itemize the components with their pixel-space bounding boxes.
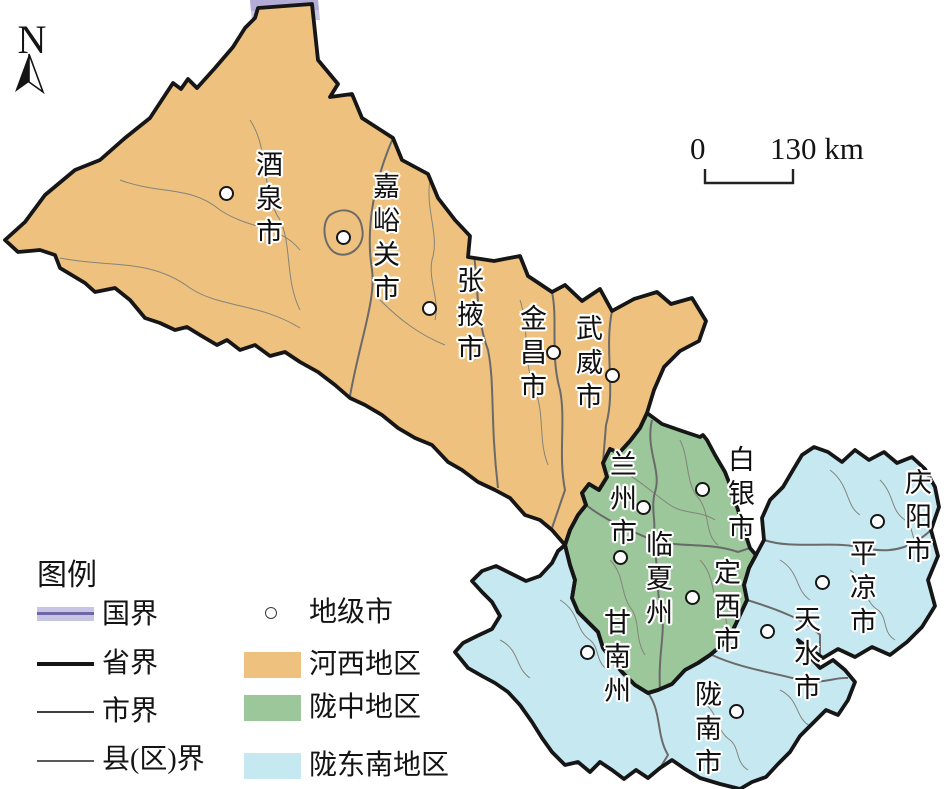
- legend-longzhong-label: 陇中地区: [309, 692, 422, 723]
- north-label: N: [17, 17, 47, 62]
- city-marker: [685, 590, 700, 605]
- city-marker: [870, 514, 885, 529]
- legend-prefecture-city-symbol: [265, 607, 277, 619]
- region-longdongnan: [455, 447, 939, 789]
- legend-longdongnan-swatch: [244, 753, 301, 779]
- region-hexi: [5, 4, 706, 545]
- city-label: 武威市: [572, 314, 602, 416]
- city-marker: [613, 550, 628, 565]
- legend-city-border-symbol: [37, 711, 94, 713]
- province-borders: [3, 2, 941, 789]
- scale-distance-label: 130 km: [770, 131, 864, 166]
- city-marker: [695, 482, 710, 497]
- city-label: 张掖市: [453, 266, 483, 368]
- legend-hexi-label: 河西地区: [309, 649, 422, 680]
- city-marker: [729, 704, 744, 719]
- legend-city-border-label: 市界: [102, 696, 159, 727]
- city-label: 嘉峪关市: [369, 172, 399, 308]
- north-arrow-icon: [15, 53, 45, 95]
- legend-longdongnan-label: 陇东南地区: [309, 750, 450, 781]
- city-marker: [422, 301, 437, 316]
- legend-county-border-label: 县(区)界: [102, 744, 205, 775]
- city-marker: [219, 186, 234, 201]
- region-longzhong: [565, 413, 756, 693]
- legend-title: 图例: [37, 559, 97, 592]
- legend-national-border-symbol: [37, 607, 94, 621]
- city-marker: [546, 345, 561, 360]
- city-label: 天水市: [790, 605, 820, 707]
- city-label: 白银市: [724, 445, 754, 547]
- legend-hexi-swatch: [244, 652, 301, 678]
- scale-zero-label: 0: [690, 131, 706, 166]
- scale-bar-bracket: [703, 169, 795, 185]
- city-marker: [636, 500, 651, 515]
- city-marker: [580, 645, 595, 660]
- city-label: 金昌市: [516, 304, 546, 406]
- city-marker: [605, 368, 620, 383]
- city-label: 陇南市: [691, 680, 721, 782]
- city-marker: [815, 575, 830, 590]
- legend-national-border-label: 国界: [102, 599, 159, 630]
- city-label: 兰州市: [606, 450, 636, 552]
- city-label: 庆阳市: [901, 468, 931, 570]
- legend-longzhong-swatch: [244, 695, 301, 721]
- city-label: 甘南州: [600, 608, 630, 710]
- city-label: 平凉市: [846, 539, 876, 641]
- county-boundary-lines: [59, 119, 921, 771]
- city-marker: [336, 230, 351, 245]
- city-marker: [760, 624, 775, 639]
- legend-province-border-symbol: [37, 662, 94, 666]
- legend-prefecture-city-label: 地级市: [309, 597, 394, 628]
- city-label: 临夏州: [642, 530, 672, 632]
- city-label: 定西市: [710, 558, 740, 660]
- legend-province-border-label: 省界: [102, 648, 159, 679]
- legend-county-border-symbol: [37, 760, 94, 762]
- city-label: 酒泉市: [252, 150, 282, 252]
- legend-national-border-core-line: [37, 612, 94, 615]
- north-arrow: N: [12, 20, 52, 60]
